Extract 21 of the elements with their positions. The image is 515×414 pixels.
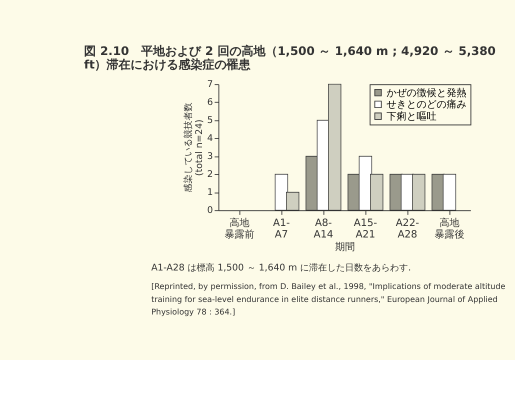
- y-tick-label: 6: [207, 97, 214, 108]
- y-tick-label: 2: [207, 169, 213, 180]
- y-tick-label: 5: [207, 115, 214, 126]
- y-tick-label: 1: [207, 187, 214, 198]
- y-tick-label: 0: [207, 205, 214, 216]
- y-axis-title: 感染している競技者数 (total n=24): [183, 102, 206, 193]
- text: A1-A28 は標高 1,500 ～ 1,640 m に滞在した日数をあらわす.: [151, 262, 412, 274]
- x-tick-label: A15-A21: [354, 218, 378, 241]
- legend-label: かぜの徴候と発熱: [386, 86, 466, 99]
- x-tick-label: A22-A28: [396, 218, 420, 241]
- x-tick-label: 高地暴露前: [224, 216, 254, 241]
- legend-label: 下痢と嘔吐: [386, 110, 436, 123]
- chart-title: 図 2.10 平地および 2 回の高地（1,500 ～ 1,640 m ; 4,920 ～ 5,380 ft）滞在における感染症の罹患: [84, 44, 496, 72]
- y-tick-label: 4: [207, 133, 214, 144]
- y-tick-label: 7: [207, 79, 214, 90]
- x-tick-label: A1-A7: [272, 218, 290, 241]
- x-tick-label: 高地暴露後: [434, 216, 464, 241]
- legend-label: せきとのどの痛み: [386, 98, 466, 111]
- x-axis-title: 期間: [334, 241, 355, 254]
- x-tick-label: A8-A14: [314, 218, 334, 241]
- y-tick-label: 3: [207, 151, 214, 162]
